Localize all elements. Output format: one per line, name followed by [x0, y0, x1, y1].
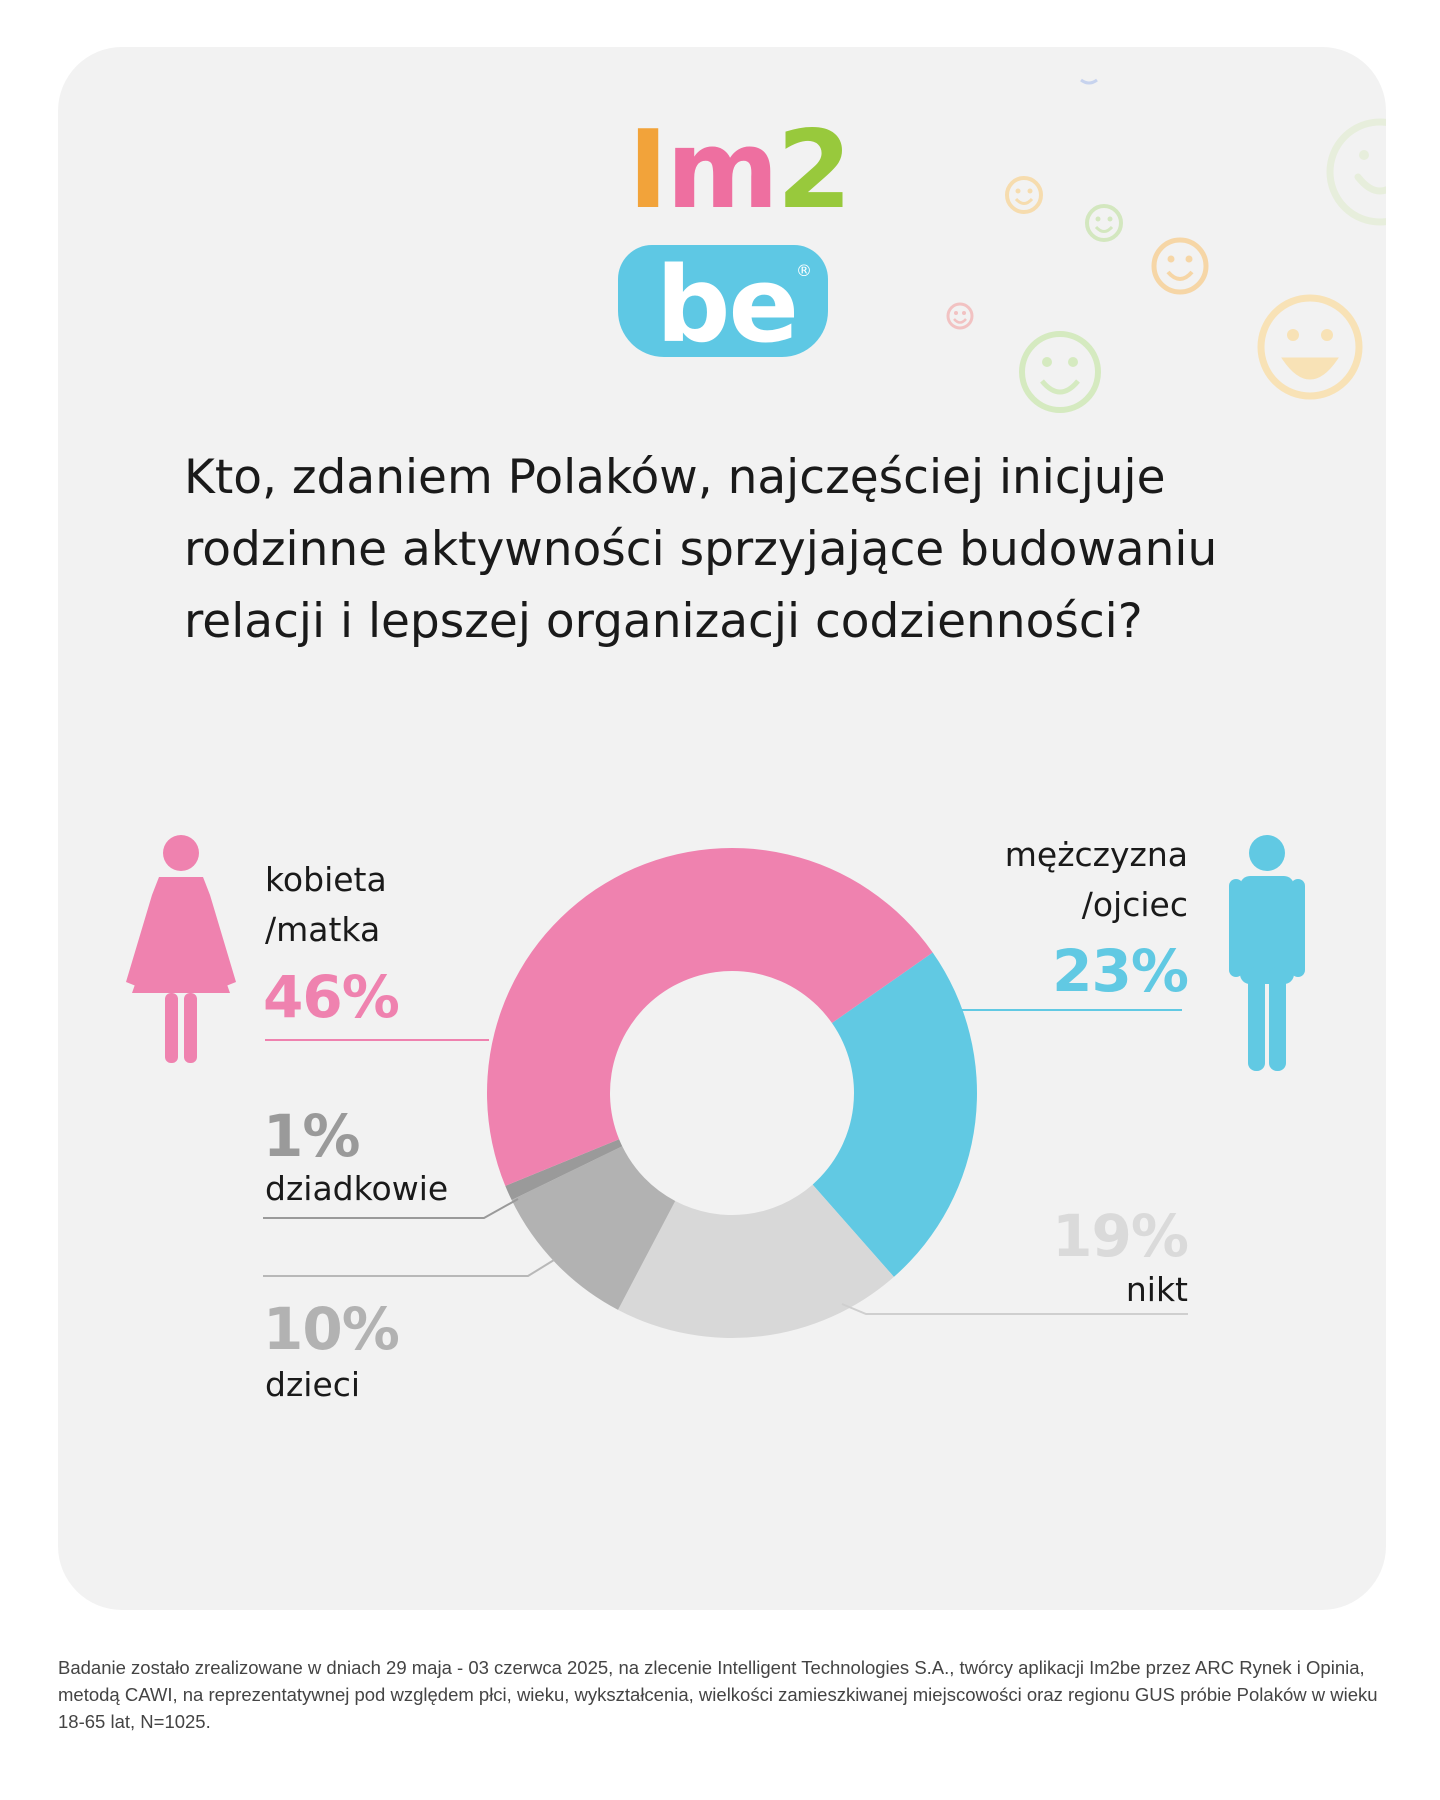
man-icon	[1229, 835, 1305, 1071]
smiley-icon	[946, 302, 974, 330]
smiley-icon	[1005, 176, 1043, 214]
logo-be-text: be	[656, 244, 799, 366]
chart-title: Kto, zdaniem Polaków, najczęściej inicju…	[184, 450, 1218, 649]
leader-line-dziadkowie	[263, 1198, 519, 1219]
value-mezczyzna: 23%	[1052, 937, 1189, 1005]
infographic-card: Im2 be ® Kto, zdaniem Polaków, najczęści…	[58, 47, 1386, 1610]
label-dzieci: dzieci	[265, 1365, 361, 1404]
leader-line-dzieci	[263, 1259, 555, 1277]
label-mezczyzna-line2: /ojciec	[1081, 885, 1188, 924]
label-nikt: nikt	[1125, 1270, 1188, 1309]
brand-logo: Im2 be ®	[618, 117, 852, 366]
donut-slice-1	[618, 1184, 894, 1338]
logo-im2-text: Im2	[628, 108, 852, 233]
smiley-icon	[1151, 237, 1209, 295]
leader-line-nikt	[841, 1303, 1188, 1315]
label-kobieta-line1: kobieta	[265, 860, 387, 899]
smiley-icon	[1257, 294, 1363, 400]
label-kobieta-line2: /matka	[265, 910, 381, 949]
footnote: Badanie zostało zrealizowane w dniach 29…	[58, 1657, 1378, 1732]
leader-lines	[263, 1009, 1188, 1315]
value-dzieci: 10%	[263, 1295, 400, 1363]
smiley-fragment	[1080, 78, 1098, 85]
donut-chart	[126, 835, 1305, 1338]
donut-slice-4	[486, 847, 933, 1186]
value-kobieta: 46%	[263, 963, 400, 1031]
logo-registered-mark: ®	[796, 261, 812, 280]
value-nikt: 19%	[1052, 1202, 1189, 1270]
donut-slice-2	[511, 1146, 676, 1310]
smiley-icon	[1326, 118, 1386, 226]
smiley-icon	[1085, 204, 1123, 242]
value-dziadkowie: 1%	[263, 1102, 360, 1170]
donut-slice-3	[505, 1139, 623, 1201]
woman-icon	[126, 835, 236, 1063]
smiley-decoration	[946, 78, 1386, 413]
logo-badge	[618, 245, 828, 357]
donut-slice-0	[812, 952, 977, 1277]
smiley-icon	[1019, 331, 1101, 413]
label-mezczyzna-line1: mężczyzna	[1004, 835, 1188, 874]
label-dziadkowie: dziadkowie	[265, 1169, 449, 1208]
